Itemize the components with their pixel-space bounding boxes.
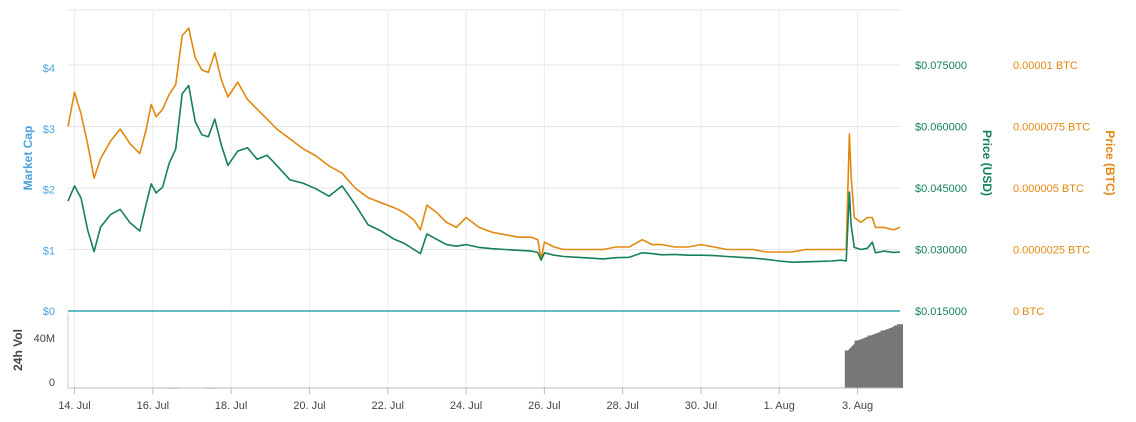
price-btc-line (67, 27, 901, 261)
market-cap-tick-label: $4 (43, 63, 55, 75)
price-usd-tick-label: $0.075000 (915, 60, 967, 72)
market-cap-axis-title: Market Cap (21, 126, 35, 191)
market-cap-tick-label: $2 (43, 185, 55, 197)
x-tick-label: 3. Aug (842, 400, 873, 412)
price-usd-axis-title: Price (USD) (980, 130, 994, 196)
volume-axis-title: 24h Vol (11, 329, 25, 371)
price-usd-line (67, 84, 901, 263)
volume-layer (165, 324, 903, 389)
price-btc-tick-label: 0 BTC (1013, 306, 1044, 318)
x-tick-label: 24. Jul (450, 400, 482, 412)
x-tick-label: 16. Jul (137, 400, 169, 412)
x-tick-label: 1. Aug (764, 400, 795, 412)
price-btc-tick-label: 0.0000075 BTC (1013, 122, 1090, 134)
price-usd-tick-label: $0.060000 (915, 122, 967, 134)
volume-area (847, 324, 900, 388)
x-tick-label: 20. Jul (293, 400, 325, 412)
grid-layer (68, 9, 900, 388)
volume-tick-label: 0 (49, 377, 55, 389)
x-tick-label: 30. Jul (685, 400, 717, 412)
series-layer (67, 27, 901, 263)
volume-tick-label: 40M (34, 333, 55, 345)
x-tick-label: 14. Jul (58, 400, 90, 412)
price-usd-tick-label: $0.015000 (915, 306, 967, 318)
price-btc-tick-label: 0.0000025 BTC (1013, 245, 1090, 257)
axis-layer: $0 $1 $2 $3 $4 $0.015000 $0.030000 $0.045000 $0.… (34, 60, 1091, 412)
price-usd-tick-label: $0.045000 (915, 183, 967, 195)
market-cap-tick-label: $3 (43, 124, 55, 136)
market-cap-tick-label: $1 (43, 245, 55, 257)
price-btc-tick-label: 0.000005 BTC (1013, 183, 1084, 195)
x-tick-label: 26. Jul (528, 400, 560, 412)
x-tick-label: 22. Jul (372, 400, 404, 412)
price-usd-tick-label: $0.030000 (915, 245, 967, 257)
volume-bar (844, 350, 851, 388)
x-tick-label: 28. Jul (606, 400, 638, 412)
x-tick-label: 18. Jul (215, 400, 247, 412)
market-cap-tick-label: $0 (43, 306, 55, 318)
price-btc-tick-label: 0.00001 BTC (1013, 60, 1078, 72)
price-btc-axis-title: Price (BTC) (1103, 130, 1117, 195)
